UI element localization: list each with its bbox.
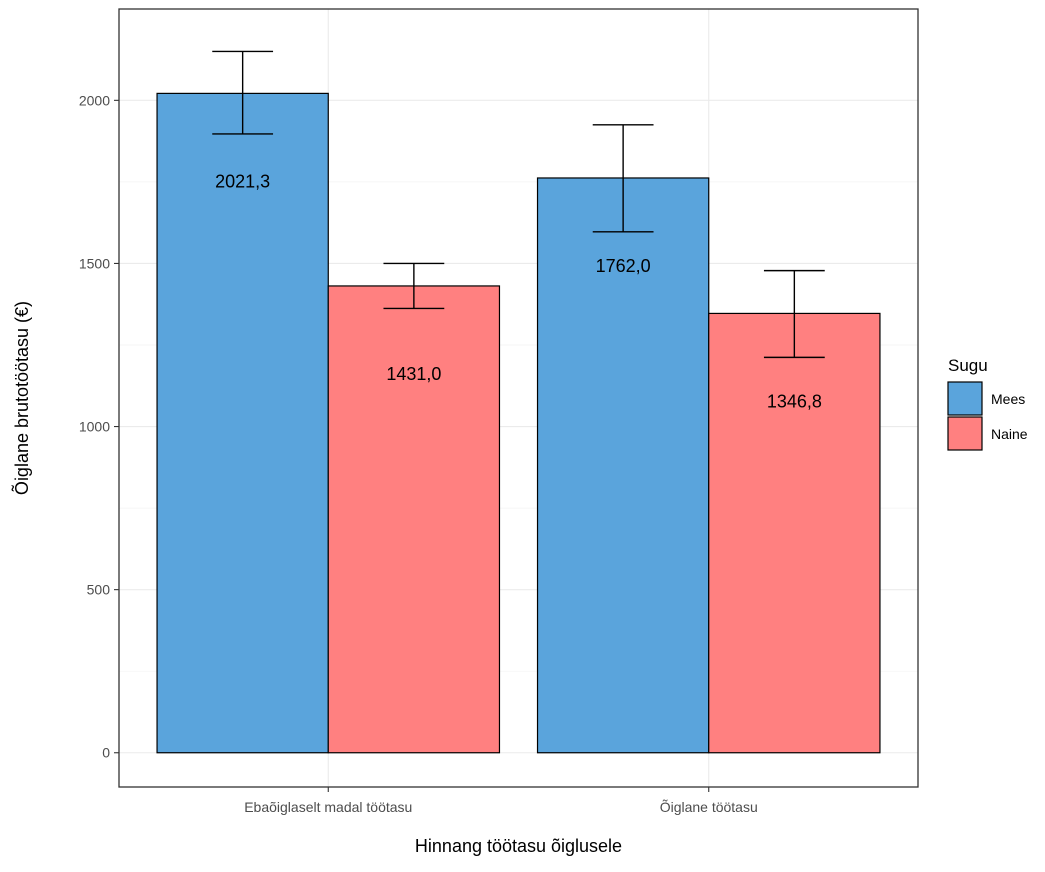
legend-key-naine — [947, 416, 983, 451]
data-label: 2021,3 — [215, 171, 270, 191]
y-axis: 0 500 1000 1500 2000 — [79, 92, 119, 761]
error-bar — [212, 50, 274, 135]
y-tick-label: 0 — [102, 745, 110, 761]
y-tick-label: 1000 — [79, 419, 110, 435]
bar-mees — [156, 92, 329, 754]
data-label: 1762,0 — [596, 256, 651, 276]
error-bar — [592, 124, 654, 233]
y-tick-label: 1500 — [79, 255, 110, 271]
y-axis-title: Õiglane brutotöötasu (€) — [11, 301, 32, 495]
data-labels: 2021,3 1762,0 1431,0 1346,8 — [215, 171, 822, 411]
legend-items: Mees Naine — [947, 381, 1028, 451]
error-bar — [383, 262, 445, 310]
legend: Sugu Mees Naine — [947, 356, 1028, 451]
bars — [156, 92, 881, 754]
data-label: 1431,0 — [386, 364, 441, 384]
data-label: 1346,8 — [767, 391, 822, 411]
bar-naine — [327, 285, 501, 754]
bar-naine — [708, 312, 881, 754]
error-bars — [212, 50, 825, 359]
x-axis-title: Hinnang töötasu õiglusele — [415, 836, 622, 856]
x-axis: Ebaõiglaselt madal töötasu Õiglane töötas… — [244, 787, 758, 815]
plot-panel-border — [118, 8, 919, 788]
legend-title: Sugu — [948, 356, 988, 375]
legend-key-mees — [947, 381, 983, 416]
y-tick-label: 2000 — [79, 92, 110, 108]
error-bar — [763, 269, 825, 359]
y-tick-label: 500 — [87, 582, 111, 598]
legend-item-naine: Naine — [947, 416, 1028, 451]
x-tick-label: Ebaõiglaselt madal töötasu — [244, 799, 412, 815]
legend-item-mees: Mees — [947, 381, 1025, 416]
legend-label-naine: Naine — [991, 426, 1028, 442]
x-tick-label: Õiglane töötasu — [660, 799, 758, 815]
legend-label-mees: Mees — [991, 391, 1025, 407]
bar-mees — [536, 177, 710, 754]
